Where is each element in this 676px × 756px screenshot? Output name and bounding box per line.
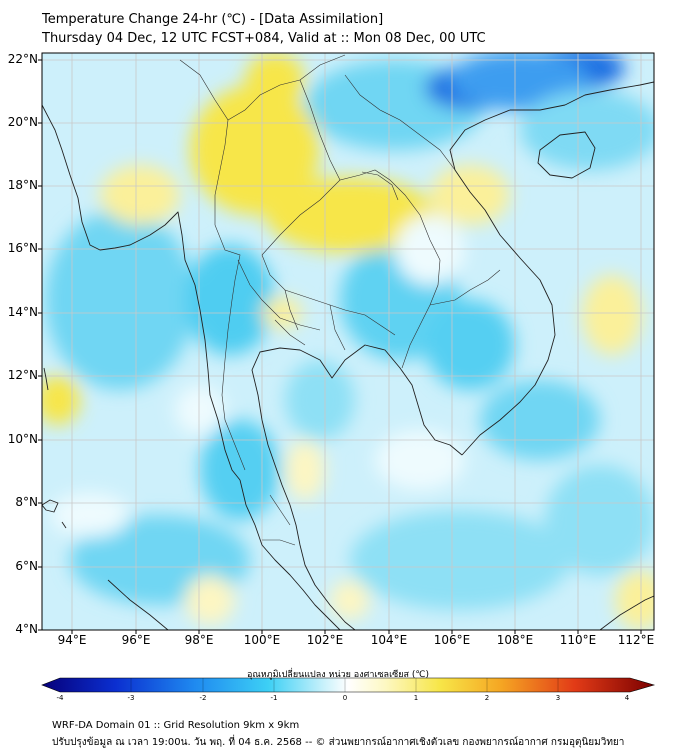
map-frame xyxy=(41,52,655,631)
colorbar-title: อุณหภูมิเปลี่ยนแปลง หน่วย องศาเซลเซียส (… xyxy=(246,670,430,680)
lon-label: 94°E xyxy=(57,633,87,647)
colorbar-tick-label: 2 xyxy=(484,694,490,702)
colorbar-tick-label: -4 xyxy=(56,694,64,702)
borders xyxy=(179,54,501,546)
map-title: Temperature Change 24-hr (℃) - [Data Ass… xyxy=(42,12,384,27)
graticule xyxy=(42,53,654,630)
lat-label: 14°N xyxy=(7,305,38,319)
colorbar-tick-label: 3 xyxy=(555,694,561,702)
lon-label: 100°E xyxy=(243,633,281,647)
model-info: WRF-DA Domain 01 :: Grid Resolution 9km … xyxy=(52,720,300,731)
map-subtitle: Thursday 04 Dec, 12 UTC FCST+084, Valid … xyxy=(42,31,486,46)
lon-label: 106°E xyxy=(433,633,471,647)
lat-label: 12°N xyxy=(7,368,38,382)
coastlines xyxy=(42,81,654,630)
lon-label: 104°E xyxy=(370,633,408,647)
lat-label: 8°N xyxy=(15,495,38,509)
lat-label: 20°N xyxy=(7,115,38,129)
axis-ticks xyxy=(38,59,642,634)
colorbar-tick-label: 4 xyxy=(624,694,630,702)
lon-label: 108°E xyxy=(496,633,534,647)
colorbar-tick-label: 0 xyxy=(342,694,348,702)
lat-label: 18°N xyxy=(7,178,38,192)
colorbar-tick-label: -2 xyxy=(199,694,207,702)
colorbar-tick-label: -3 xyxy=(127,694,135,702)
lon-label: 96°E xyxy=(121,633,151,647)
lon-label: 102°E xyxy=(306,633,344,647)
lat-label: 22°N xyxy=(7,52,38,66)
colorbar-tick-label: -1 xyxy=(270,694,278,702)
temperature-field xyxy=(42,53,654,630)
lat-label: 10°N xyxy=(7,432,38,446)
colorbar xyxy=(41,677,656,693)
lon-label: 110°E xyxy=(559,633,597,647)
lon-label: 112°E xyxy=(617,633,655,647)
colorbar-tick-label: 1 xyxy=(413,694,419,702)
lat-label: 4°N xyxy=(15,622,38,636)
update-info: ปรับปรุงข้อมูล ณ เวลา 19:00น. วัน พฤ. ที… xyxy=(52,737,625,748)
lat-label: 6°N xyxy=(15,559,38,573)
lon-label: 98°E xyxy=(184,633,214,647)
lat-label: 16°N xyxy=(7,241,38,255)
